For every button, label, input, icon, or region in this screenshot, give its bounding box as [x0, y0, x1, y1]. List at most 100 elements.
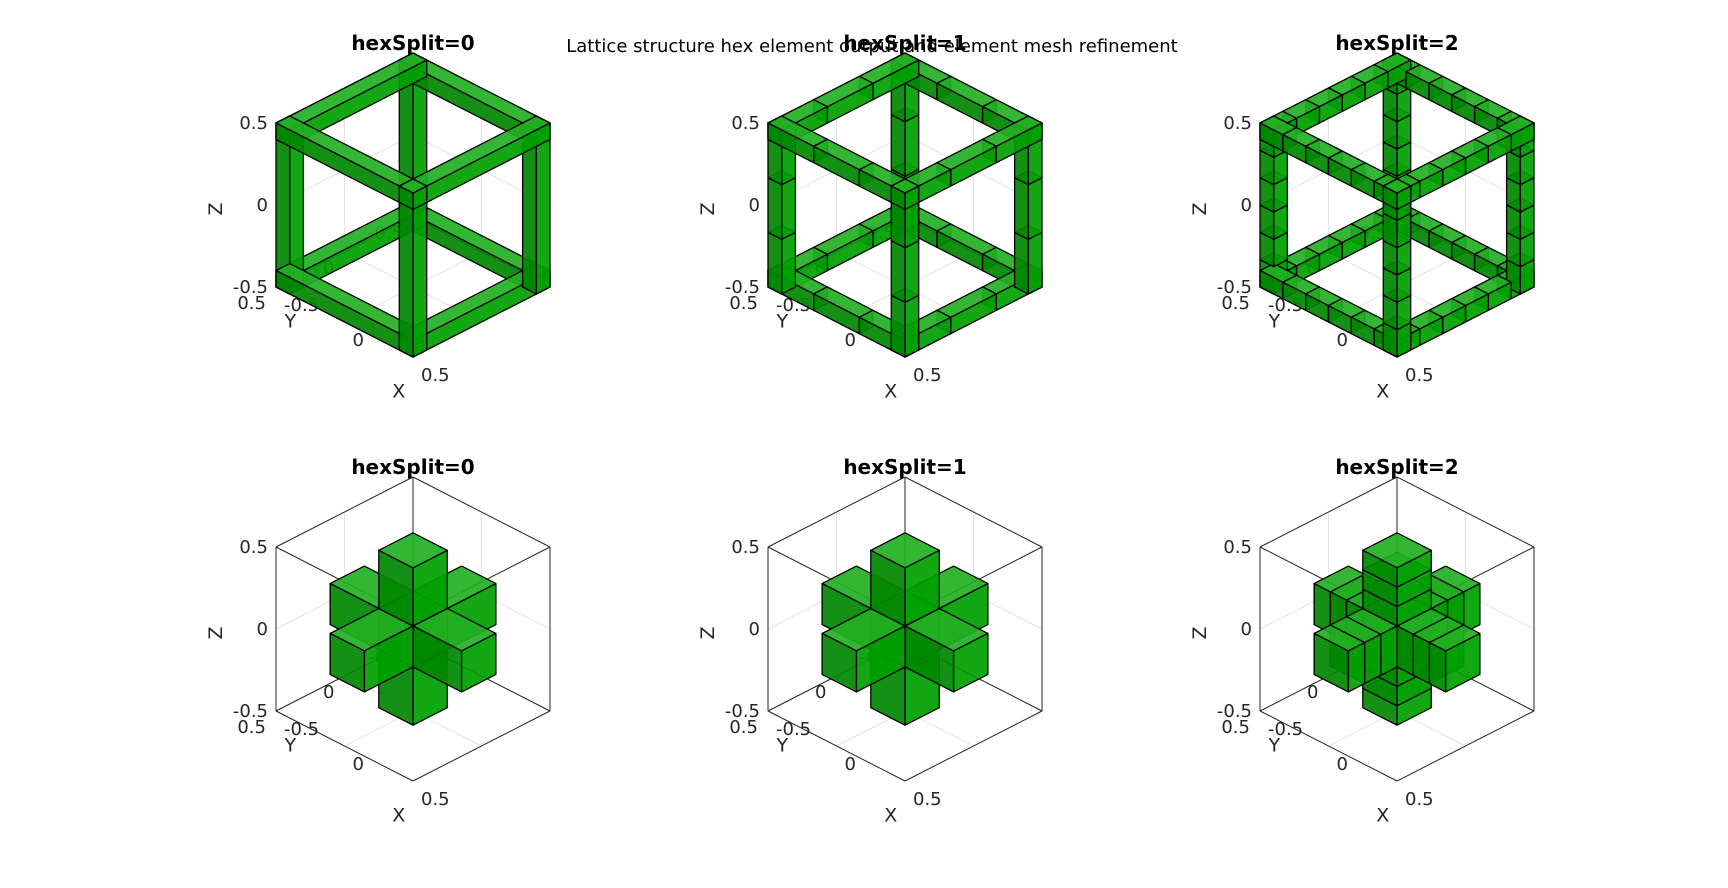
panel-p21-z-tick-1: 0 [257, 619, 268, 640]
panel-p22-z-tick-2: 0.5 [731, 537, 760, 558]
panel-p23-x-tick-1: 0 [1337, 754, 1348, 775]
hex-element-face [890, 240, 906, 303]
hex-element-face [1027, 231, 1043, 295]
panel-p22-x-tick-2: 0.5 [913, 789, 942, 810]
hex-element-face [767, 231, 783, 295]
hex-element-face [1428, 641, 1447, 693]
hex-element-face [329, 632, 366, 693]
hex-element-face [781, 231, 797, 295]
hex-element-face [535, 122, 551, 295]
panel-p21-x-tick-1: 0 [353, 754, 364, 775]
panel-p22-ylabel: Y [775, 735, 788, 757]
panel-p11-y-tick-2: 0.5 [237, 293, 266, 314]
panel-p13-zlabel: Z [1189, 202, 1211, 215]
panel-p23-title: hexSplit=2 [1335, 455, 1458, 479]
panel-p21-title: hexSplit=0 [351, 455, 474, 479]
panel-p12-x-tick-2: 0.5 [913, 365, 942, 386]
panel-p13-z-tick-0: -0.5 [1217, 277, 1252, 298]
panel-p23-y-tick-2: 0.5 [1221, 717, 1250, 738]
hex-element-face [1463, 582, 1481, 634]
hex-element-face [1013, 177, 1029, 240]
panel-p21-axis-labels: Z X Y [205, 626, 405, 826]
hex-element-face [821, 632, 858, 693]
panel-p21-x-tick-2: 0.5 [421, 789, 450, 810]
hex-element-face [904, 240, 920, 303]
hex-element-face [1382, 178, 1412, 194]
hex-element-face [890, 178, 920, 194]
panel-p11-x-tick-2: 0.5 [421, 365, 450, 386]
hex-element-face [904, 294, 920, 358]
panel-p12-xlabel: X [884, 381, 897, 403]
panel-p12-z-tick-0: -0.5 [725, 277, 760, 298]
panel-p11-title: hexSplit=0 [351, 31, 474, 55]
hex-element-face [1013, 231, 1029, 295]
panel-p12-axis-labels: Z X Y [697, 202, 897, 402]
hex-element-face [890, 294, 906, 358]
hex-element-face [904, 114, 920, 177]
hex-element-face [412, 185, 428, 358]
panel-p23-z-tick-0: -0.5 [1217, 701, 1252, 722]
panel-p21-x-tick-0: -0.5 [284, 719, 319, 740]
panel-p22-y-tick-1: 0 [815, 682, 826, 703]
panel-p21-y-tick-1: 0 [323, 682, 334, 703]
figure-suptitle: Lattice structure hex element output and… [566, 36, 1177, 57]
panel-p22-x-tick-0: -0.5 [776, 719, 811, 740]
panel-p21-xlabel: X [392, 805, 405, 827]
panel-p13-x-tick-2: 0.5 [1405, 365, 1434, 386]
panel-p23-xlabel: X [1376, 805, 1389, 827]
panel-p22-y-tick-2: 0.5 [729, 717, 758, 738]
panel-p12-lattice-mesh [767, 52, 1043, 358]
panel-p13-x-tick-1: 0 [1337, 330, 1348, 351]
panel-p23-lattice-mesh [1313, 532, 1481, 726]
panel-p11-ylabel: Y [283, 311, 296, 333]
panel-p12-zlabel: Z [697, 202, 719, 215]
panel-p23-x-tick-2: 0.5 [1405, 789, 1434, 810]
panel-p23-z-tick-1: 0 [1241, 619, 1252, 640]
hex-element-face [1313, 582, 1331, 634]
panel-p22-x-tick-1: 0 [845, 754, 856, 775]
panel-p13-xlabel: X [1376, 381, 1389, 403]
hex-element-face [398, 185, 414, 358]
panel-p13-lattice-mesh [1259, 52, 1535, 358]
hex-element-face [460, 632, 497, 693]
panel-p22-z-tick-0: -0.5 [725, 701, 760, 722]
panel-p13-z-tick-1: 0 [1241, 195, 1252, 216]
panel-p22-zlabel: Z [697, 626, 719, 639]
panel-p21-lattice-mesh [329, 532, 497, 726]
panel-p11-xlabel: X [392, 381, 405, 403]
panel-p21-z-tick-2: 0.5 [239, 537, 268, 558]
panel-p22-xlabel: X [884, 805, 897, 827]
panel-p23-z-tick-2: 0.5 [1223, 537, 1252, 558]
panel-p23-x-tick-0: -0.5 [1268, 719, 1303, 740]
panel-p13-z-tick-2: 0.5 [1223, 113, 1252, 134]
hex-element-face [1412, 633, 1431, 685]
hex-element-face [1363, 633, 1382, 685]
panel-p13-axis-labels: Z X Y [1189, 202, 1389, 402]
panel-p12-y-tick-2: 0.5 [729, 293, 758, 314]
panel-p11-axis-labels: Z X Y [205, 202, 405, 402]
panel-p22-axis-labels: Z X Y [697, 626, 897, 826]
panel-p23-zlabel: Z [1189, 626, 1211, 639]
panel-p23-axis-labels: Z X Y [1189, 626, 1389, 826]
panel-p21-y-tick-2: 0.5 [237, 717, 266, 738]
panel-p21-ylabel: Y [283, 735, 296, 757]
panel-p11-z-tick-0: -0.5 [233, 277, 268, 298]
panel-p11-zlabel: Z [205, 202, 227, 215]
panel-p13-ylabel: Y [1267, 311, 1280, 333]
panel-p21-z-tick-0: -0.5 [233, 701, 268, 722]
panel-p11-z-tick-1: 0 [257, 195, 268, 216]
hex-element-face [870, 532, 940, 569]
panel-p12-ylabel: Y [775, 311, 788, 333]
panel-p11-z-tick-2: 0.5 [239, 113, 268, 134]
panel-p23-y-tick-1: 0 [1307, 682, 1318, 703]
hex-element-face [1380, 625, 1398, 676]
hex-element-face [767, 177, 783, 240]
panel-p12-x-tick-1: 0 [845, 330, 856, 351]
panel-p11-x-tick-1: 0 [353, 330, 364, 351]
hex-element-face [781, 177, 797, 240]
panel-p13-title: hexSplit=2 [1335, 31, 1458, 55]
